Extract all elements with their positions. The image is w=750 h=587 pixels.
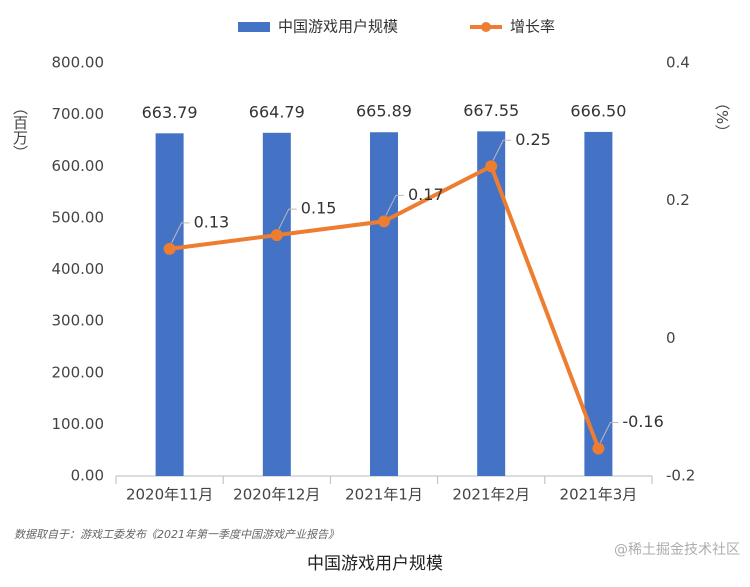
line-value-label: 0.17 xyxy=(408,185,444,204)
y-tick-label: 500.00 xyxy=(52,208,105,226)
x-tick-label: 2021年2月 xyxy=(452,486,530,504)
leader-line xyxy=(171,222,190,244)
bar-value-label: 667.55 xyxy=(463,101,519,120)
line-point xyxy=(485,160,498,173)
bar xyxy=(155,133,184,476)
leader-line xyxy=(599,421,619,443)
line-point xyxy=(270,229,283,242)
legend-swatch xyxy=(238,22,270,32)
bar-value-label: 663.79 xyxy=(142,103,198,122)
y-tick-label: 400.00 xyxy=(52,260,105,278)
y2-tick-label: 0 xyxy=(666,329,676,347)
line-value-label: 0.25 xyxy=(515,130,551,149)
line-value-label: -0.16 xyxy=(622,412,663,431)
bar-value-label: 665.89 xyxy=(356,102,412,121)
y-tick-label: 800.00 xyxy=(52,54,105,72)
x-tick-label: 2021年3月 xyxy=(560,486,638,504)
bar-value-label: 664.79 xyxy=(249,102,305,121)
y2-axis-label: （%） xyxy=(713,95,731,139)
y-tick-label: 0.00 xyxy=(71,467,104,485)
y2-tick-label: 0.2 xyxy=(666,191,690,209)
y-tick-label: 200.00 xyxy=(52,363,105,381)
legend-swatch xyxy=(481,22,491,32)
x-tick-label: 2021年1月 xyxy=(345,486,423,504)
legend-label: 中国游戏用户规模 xyxy=(278,18,398,36)
x-tick-label: 2020年12月 xyxy=(233,486,320,504)
line-value-label: 0.13 xyxy=(194,212,230,231)
line-point xyxy=(378,215,390,228)
y-tick-label: 100.00 xyxy=(52,415,105,433)
source-note: 数据取自于：游戏工委发布《2021年第一季度中国游戏产业报告》 xyxy=(14,528,339,541)
y-tick-label: 600.00 xyxy=(52,157,105,175)
bar-value-label: 666.50 xyxy=(570,101,626,120)
watermark: @稀土掘金技术社区 xyxy=(614,542,740,558)
x-tick-label: 2020年11月 xyxy=(126,486,213,504)
line-point xyxy=(592,442,605,455)
bar xyxy=(262,132,291,476)
bar xyxy=(370,132,398,476)
y2-tick-label: -0.2 xyxy=(666,467,695,485)
y-tick-label: 700.00 xyxy=(52,105,105,123)
caption: 中国游戏用户规模 xyxy=(307,554,443,574)
leader-line xyxy=(278,208,297,230)
bar xyxy=(477,131,506,476)
y2-tick-label: 0.4 xyxy=(666,54,690,72)
leader-line xyxy=(492,139,512,161)
line-value-label: 0.15 xyxy=(301,199,337,218)
y-tick-label: 300.00 xyxy=(52,312,105,330)
legend-label: 增长率 xyxy=(510,18,555,36)
leader-line xyxy=(385,194,404,216)
y-axis-label: （百万） xyxy=(11,100,29,160)
line-point xyxy=(163,242,176,255)
